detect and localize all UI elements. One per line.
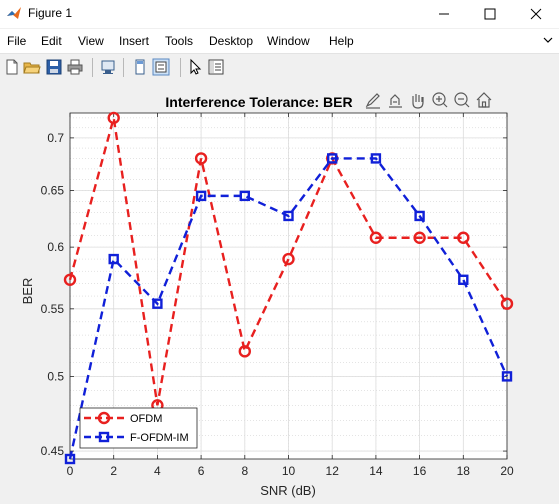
y-tick-label: 0.5 <box>47 369 64 383</box>
data-point-ofdm <box>107 111 120 125</box>
data-point-fofdm-im <box>195 190 207 202</box>
x-tick-label: 0 <box>67 464 74 478</box>
menu-window[interactable]: Window <box>267 34 310 48</box>
minimize-button[interactable] <box>421 0 467 28</box>
matlab-logo-icon <box>7 7 21 19</box>
data-tips-icon[interactable] <box>389 94 402 108</box>
menu-edit[interactable]: Edit <box>41 34 62 48</box>
y-tick-label: 0.6 <box>47 240 64 254</box>
link-plot-icon[interactable] <box>99 58 117 76</box>
x-tick-label: 18 <box>457 464 471 478</box>
x-tick-label: 8 <box>241 464 248 478</box>
zoom-out-icon[interactable] <box>454 92 470 108</box>
legend-marker-ofdm <box>97 411 111 425</box>
y-axis-label: BER <box>20 278 35 305</box>
data-point-ofdm <box>282 252 295 266</box>
data-point-fofdm-im <box>458 274 469 285</box>
menu-overflow-icon[interactable] <box>543 37 553 45</box>
close-button[interactable] <box>513 0 559 28</box>
series-line-fofdm-im <box>68 157 509 460</box>
menu-file[interactable]: File <box>7 34 27 48</box>
data-point-fofdm-im <box>501 371 513 382</box>
data-point-fofdm-im <box>152 298 163 309</box>
close-icon <box>530 8 542 20</box>
brush-icon[interactable] <box>365 93 380 109</box>
data-point-ofdm <box>500 297 514 310</box>
menu-bar: File Edit View Insert Tools Desktop Wind… <box>0 29 559 53</box>
x-tick-label: 10 <box>282 464 296 478</box>
figure-toolbar <box>0 53 559 82</box>
title-bar: Figure 1 <box>0 0 559 28</box>
home-icon[interactable] <box>476 92 492 108</box>
legend-label-fofdm-im: F-OFDM-IM <box>130 432 189 444</box>
y-tick-label: 0.65 <box>41 183 65 197</box>
data-point-ofdm <box>369 231 383 244</box>
menu-insert[interactable]: Insert <box>119 34 150 48</box>
x-tick-label: 20 <box>500 464 514 478</box>
data-point-fofdm-im <box>108 253 119 265</box>
x-tick-label: 12 <box>326 464 340 478</box>
maximize-button[interactable] <box>467 0 513 28</box>
toolbar-separator <box>92 58 93 77</box>
print-icon[interactable] <box>66 58 84 76</box>
data-point-fofdm-im <box>239 190 251 202</box>
data-point-fofdm-im <box>327 153 338 164</box>
insert-legend-icon[interactable] <box>152 58 170 76</box>
pan-icon[interactable] <box>412 94 424 109</box>
legend-entry-ofdm: OFDM <box>84 411 162 425</box>
data-point-ofdm <box>194 152 208 165</box>
y-tick-label: 0.45 <box>41 444 65 458</box>
menu-help[interactable]: Help <box>329 34 354 48</box>
open-file-icon[interactable] <box>23 58 41 76</box>
data-point-fofdm-im <box>370 153 382 164</box>
data-point-ofdm <box>413 231 426 244</box>
data-point-fofdm-im <box>64 453 76 465</box>
chart-title: Interference Tolerance: BER <box>165 94 352 110</box>
axis-ticks: 0.45 0.5 0.55 0.6 0.65 0.7 0 2 4 6 8 10 12 14 16 18 20 <box>41 113 514 478</box>
plot-svg: 0.45 0.5 0.55 0.6 0.65 0.7 0 2 4 6 8 10 12 14 16 18 20 I… <box>20 92 514 498</box>
dock-icon[interactable] <box>131 58 149 76</box>
y-tick-label: 0.7 <box>47 131 64 145</box>
x-tick-label: 2 <box>110 464 117 478</box>
legend-marker-fofdm-im <box>98 431 110 443</box>
x-tick-label: 4 <box>154 464 161 478</box>
data-point-ofdm <box>63 273 77 286</box>
legend-label-ofdm: OFDM <box>130 413 162 425</box>
toolbar-separator <box>123 58 124 77</box>
series-layer <box>63 111 514 465</box>
axes-toolbar <box>365 92 492 109</box>
figure-canvas: 0.45 0.5 0.55 0.6 0.65 0.7 0 2 4 6 8 10 12 14 16 18 20 I… <box>0 81 559 499</box>
x-tick-label: 16 <box>413 464 427 478</box>
property-inspector-icon[interactable] <box>207 58 225 76</box>
data-point-ofdm <box>238 345 252 358</box>
minimize-icon <box>439 13 449 15</box>
maximize-icon <box>484 8 496 20</box>
edit-plot-icon[interactable] <box>186 58 204 76</box>
data-point-ofdm <box>457 231 470 244</box>
save-icon[interactable] <box>45 58 63 76</box>
x-axis-label: SNR (dB) <box>260 483 316 498</box>
data-point-fofdm-im <box>283 210 294 222</box>
y-tick-label: 0.55 <box>41 302 65 316</box>
x-tick-label: 14 <box>369 464 383 478</box>
x-tick-label: 6 <box>198 464 205 478</box>
menu-view[interactable]: View <box>78 34 104 48</box>
legend-entry-fofdm-im: F-OFDM-IM <box>84 431 189 444</box>
toolbar-separator <box>180 58 181 77</box>
zoom-in-icon[interactable] <box>432 92 448 108</box>
new-figure-icon[interactable] <box>3 58 21 76</box>
data-point-fofdm-im <box>414 210 425 222</box>
menu-tools[interactable]: Tools <box>165 34 194 48</box>
window-title: Figure 1 <box>28 6 73 20</box>
legend[interactable]: OFDM F-OFDM-IM <box>79 407 198 449</box>
menu-desktop[interactable]: Desktop <box>209 34 254 48</box>
